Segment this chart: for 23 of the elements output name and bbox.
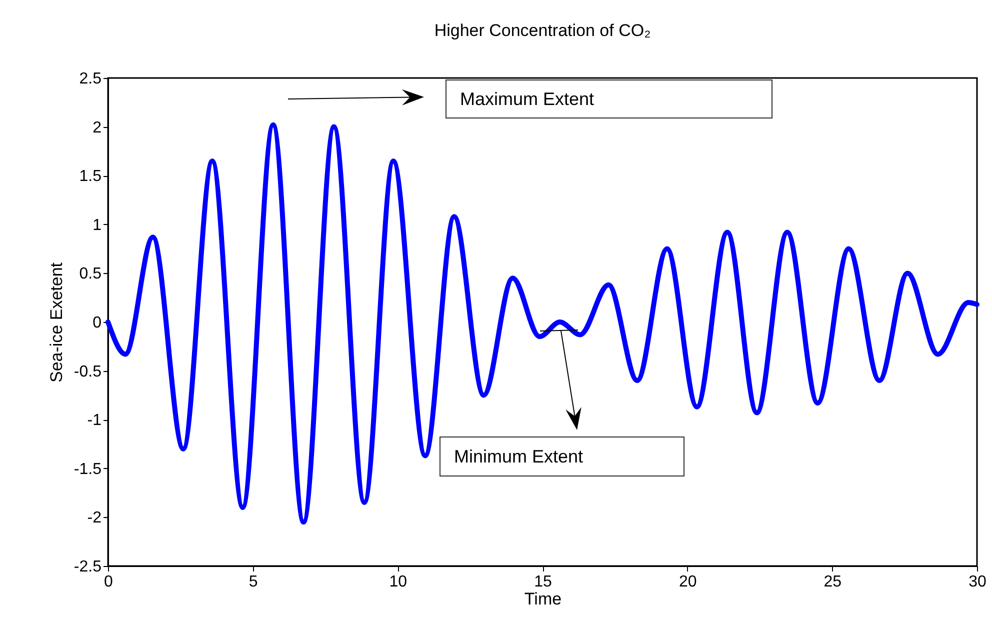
y-tick-label: -1 bbox=[87, 412, 102, 430]
y-tick-label: -1.5 bbox=[74, 460, 102, 478]
x-tick-label: 30 bbox=[968, 574, 986, 590]
y-tick-label: -2.5 bbox=[74, 558, 102, 576]
x-tick-label: 0 bbox=[104, 574, 114, 590]
annotation: Maximum Extent bbox=[460, 89, 594, 109]
chart-title: Higher Concentration of CO₂ bbox=[434, 21, 651, 40]
x-tick-label: 20 bbox=[678, 574, 697, 590]
x-tick-label: 25 bbox=[824, 574, 842, 590]
annotation: Minimum Extent bbox=[454, 446, 584, 466]
y-tick-label: -0.5 bbox=[74, 363, 102, 380]
x-tick-label: 15 bbox=[534, 574, 552, 590]
y-tick-label: 2 bbox=[92, 119, 102, 136]
y-tick-label: 0 bbox=[92, 314, 102, 332]
x-tick-label: 10 bbox=[389, 574, 408, 590]
y-tick-label: 1 bbox=[92, 216, 102, 234]
x-tick-label: 5 bbox=[248, 574, 258, 590]
y-tick-label: 2.5 bbox=[79, 70, 102, 88]
y-tick-label: 1.5 bbox=[79, 168, 102, 186]
x-axis-title: Time bbox=[524, 590, 562, 608]
y-tick-label: -2 bbox=[87, 510, 102, 527]
y-tick-label: 0.5 bbox=[79, 266, 102, 283]
y-axis-title: Sea-ice Exetent bbox=[46, 262, 66, 383]
